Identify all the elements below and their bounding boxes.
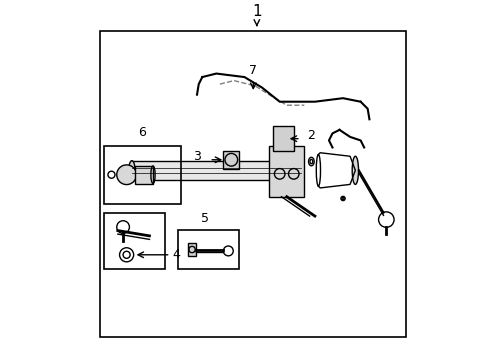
Bar bbox=[103, 146, 181, 204]
Ellipse shape bbox=[351, 156, 358, 184]
Bar bbox=[223, 151, 239, 168]
Bar bbox=[100, 31, 406, 337]
Text: 2: 2 bbox=[307, 129, 315, 141]
Text: 6: 6 bbox=[138, 126, 146, 139]
Ellipse shape bbox=[128, 161, 135, 180]
Bar bbox=[132, 161, 300, 180]
Text: 7: 7 bbox=[249, 64, 257, 77]
Bar bbox=[177, 230, 239, 269]
Text: 3: 3 bbox=[193, 150, 201, 163]
Text: 5: 5 bbox=[201, 212, 208, 225]
Circle shape bbox=[117, 165, 136, 185]
Text: 1: 1 bbox=[251, 4, 261, 19]
Bar bbox=[268, 146, 304, 197]
Bar bbox=[135, 166, 153, 184]
Bar bbox=[188, 243, 196, 256]
Bar bbox=[272, 126, 293, 151]
Bar bbox=[103, 212, 165, 269]
Text: 4: 4 bbox=[172, 248, 180, 261]
